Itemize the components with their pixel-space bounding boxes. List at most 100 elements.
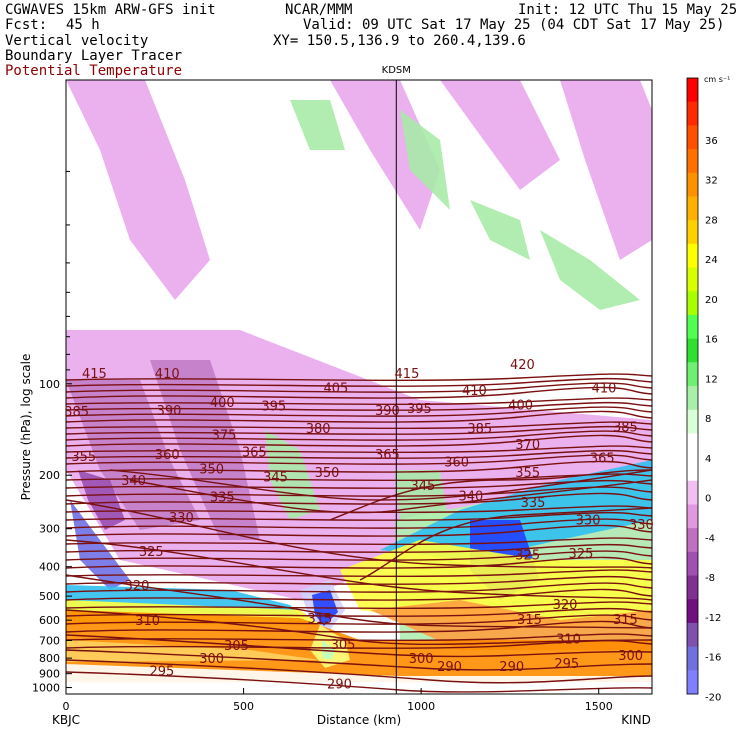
shade-region-5	[470, 200, 530, 260]
contour-label: 355	[515, 466, 540, 481]
contour-label: 330	[576, 514, 601, 529]
colorbar-label: 28	[705, 215, 718, 226]
theta-contour-line	[66, 397, 652, 406]
contour-label: 310	[135, 614, 160, 629]
contour-label: 290	[437, 660, 462, 675]
contour-label: 315	[613, 613, 638, 628]
contour-label: 295	[149, 665, 174, 680]
contour-label: 395	[407, 402, 432, 417]
shade-region-12	[70, 500, 130, 590]
contour-label: 290	[499, 660, 524, 675]
model-title: CGWAVES 15km ARW-GFS init	[5, 2, 216, 18]
shade-region-26	[66, 640, 320, 662]
theta-contour-line	[66, 601, 652, 610]
contour-label: 400	[210, 396, 235, 411]
theta-contour-line	[66, 649, 652, 671]
colorbar-swatch	[687, 101, 698, 126]
contour-label: 345	[411, 479, 436, 494]
contour-label: 330	[169, 511, 194, 526]
contour-label: 410	[592, 382, 617, 397]
contour-label: 325	[569, 547, 594, 562]
contour-label: 405	[324, 382, 349, 397]
y-tick-label: 500	[39, 590, 60, 603]
theta-contour-line	[66, 614, 652, 625]
colorbar-swatch	[687, 338, 698, 363]
theta-contour-line	[66, 401, 652, 411]
colorbar-swatch	[687, 480, 698, 505]
theta-contour-line	[66, 511, 652, 521]
colorbar-swatch	[687, 457, 698, 482]
colorbar-swatch	[687, 362, 698, 387]
colorbar-swatch	[687, 243, 698, 269]
theta-contour-line	[66, 377, 652, 387]
theta-contour-line	[66, 633, 652, 642]
contour-label: 385	[64, 405, 89, 420]
theta-contour-line	[66, 373, 652, 382]
valid-time: Valid: 09 UTC Sat 17 May 25 (04 CDT Sat …	[303, 17, 725, 33]
xy-range: XY= 150.5,136.9 to 260.4,139.6	[273, 33, 526, 49]
colorbar-label: -20	[705, 692, 721, 703]
colorbar-label: 0	[705, 494, 711, 505]
field-potential-temperature: Potential Temperature	[5, 63, 183, 79]
contour-label: 385	[613, 420, 638, 435]
y-tick-label: 300	[39, 523, 60, 536]
shade-region-1	[330, 80, 440, 230]
contour-label: 325	[515, 549, 540, 564]
colorbar-swatch	[687, 386, 698, 411]
colorbar-label: -12	[705, 613, 721, 624]
theta-contour-line	[66, 449, 652, 459]
contour-label: 390	[157, 404, 182, 419]
theta-contour-line	[66, 434, 652, 447]
theta-contour-line	[359, 507, 652, 581]
contour-label: 350	[315, 466, 340, 481]
forecast-hours: 45 h	[66, 17, 100, 33]
x-axis-label: Distance (km)	[317, 713, 401, 727]
colorbar-swatch	[687, 149, 698, 174]
forecast-label: Fcst:	[5, 17, 48, 33]
colorbar-label: 4	[705, 454, 711, 465]
colorbar-swatch	[687, 267, 698, 292]
colorbar-label: 16	[705, 335, 718, 346]
contour-label: 300	[199, 652, 224, 667]
theta-contour-line	[66, 574, 652, 629]
theta-contour-line	[66, 486, 652, 497]
theta-contour-line	[66, 607, 652, 617]
shade-region-0	[66, 80, 210, 300]
shade-region-11	[78, 470, 125, 530]
colorbar-swatch	[687, 291, 698, 316]
x-tick-label: 1000	[407, 700, 435, 713]
theta-contour-line	[66, 505, 652, 514]
contour-label: 300	[409, 652, 434, 667]
contour-label: 410	[155, 367, 180, 382]
kdsm-marker-label: KDSM	[382, 65, 411, 76]
colorbar-swatch	[687, 125, 698, 150]
colorbar-label: 12	[705, 374, 718, 385]
colorbar-swatch	[687, 551, 698, 577]
y-axis-label: Pressure (hPa), log scale	[19, 354, 33, 501]
colorbar-label: 36	[705, 136, 718, 147]
contour-label: 370	[515, 438, 540, 453]
contour-label: 305	[331, 638, 356, 653]
colorbar-swatch	[687, 220, 698, 245]
y-tick-label: 600	[39, 614, 60, 627]
theta-contour-line	[66, 524, 652, 537]
contour-label: 375	[212, 429, 237, 444]
theta-contours	[66, 373, 652, 693]
colorbar: cm s⁻¹ 36 32 28 24 20 16 12 8 4 0 -4 -8 -12 -16 -20	[686, 75, 730, 703]
theta-contour-line	[66, 479, 652, 489]
colorbar-swatch	[687, 172, 698, 197]
colorbar-swatch	[687, 409, 698, 434]
contour-label: 365	[590, 452, 615, 467]
theta-contour-line	[66, 492, 652, 505]
shade-region-25	[66, 610, 652, 682]
contour-label: 340	[458, 489, 483, 504]
colorbar-swatch	[687, 314, 698, 340]
x-tick-label: 0	[63, 700, 70, 713]
contour-label: 310	[556, 633, 581, 648]
theta-contour-line	[66, 499, 652, 569]
theta-contour-line	[66, 460, 652, 473]
contour-label: 420	[510, 358, 535, 373]
y-tick-label: 1000	[32, 682, 60, 695]
theta-contour-line	[66, 406, 652, 417]
contour-label: 330	[629, 518, 654, 533]
